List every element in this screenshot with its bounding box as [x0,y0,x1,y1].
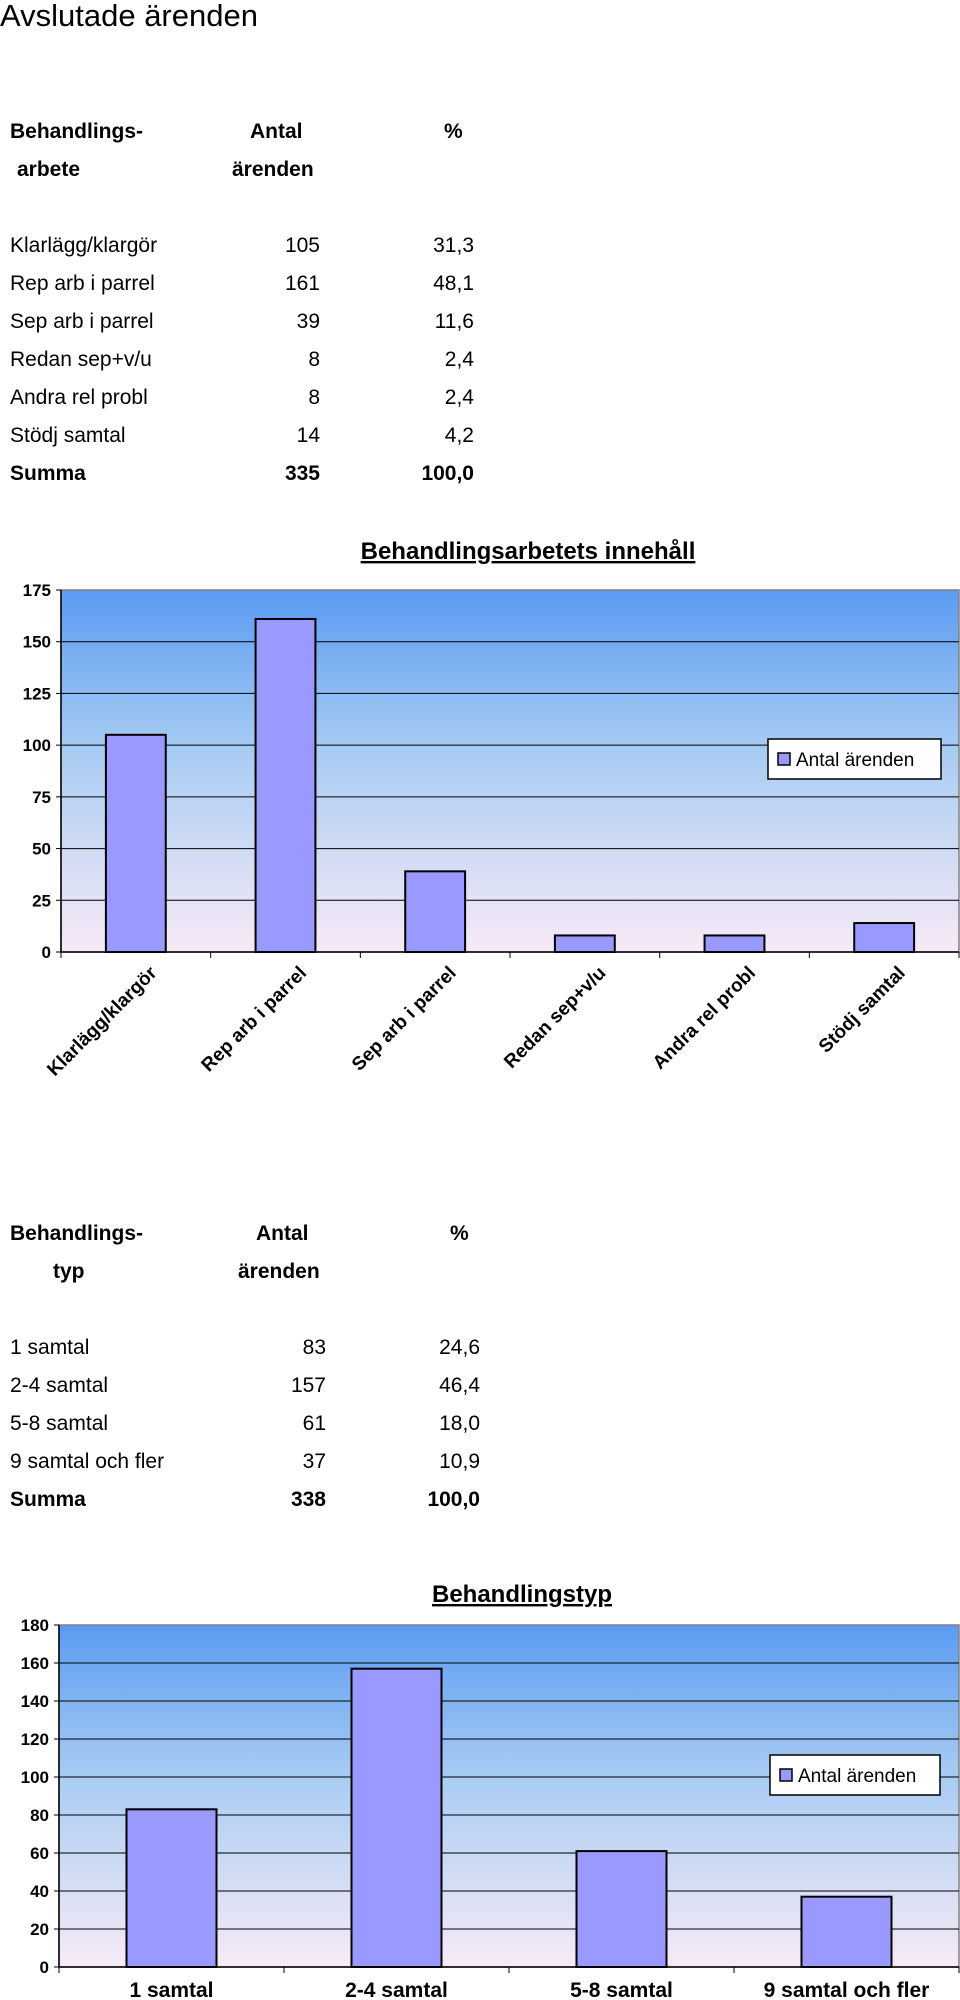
row-pct: 48,1 [433,272,474,295]
header-col2-line1: Antal [256,1222,309,1245]
y-tick-label: 0 [40,1958,49,1977]
row-pct: 2,4 [444,348,474,371]
row-pct: 24,6 [439,1336,480,1359]
header-col2-line2: ärenden [232,158,314,181]
page-title: Avslutade ärenden [0,0,258,33]
x-tick-label: Klarlägg/klargör [43,962,161,1080]
total-label: Summa [10,1488,86,1511]
row-count: 14 [296,424,320,447]
y-tick-label: 100 [23,736,51,755]
table-behandlingstyp: Behandlings- Antal % typ ärenden 1 samta… [10,1140,480,1520]
row-count: 8 [308,348,320,371]
table-behandlingsarbete: Behandlings- Antal % arbete ärenden Klar… [10,0,474,485]
row-label: Andra rel probl [10,386,148,409]
y-tick-label: 50 [32,840,51,859]
y-tick-label: 160 [21,1654,49,1673]
total-label: Summa [10,462,86,485]
row-pct: 4,2 [444,424,474,447]
row-label: Klarlägg/klargör [10,234,158,257]
row-pct: 46,4 [439,1374,480,1397]
row-pct: 10,9 [439,1450,480,1473]
header-col2-line2: ärenden [238,1260,320,1283]
row-count: 83 [302,1336,326,1359]
row-count: 37 [302,1450,326,1473]
row-label: Redan sep+v/u [10,348,152,371]
chart-title: Behandlingsarbetets innehåll [361,538,696,565]
bar-chart-behandlingsarbetets-innehall: Behandlingsarbetets innehåll 0 25 50 75 100 12… [23,538,960,1081]
x-tick-label: Rep arb i parrel [198,963,311,1076]
header-col3: % [444,120,463,143]
header-col1-line1: Behandlings- [10,1222,144,1245]
bar [800,1895,893,1969]
x-tick-label: 5-8 samtal [570,1979,673,2000]
chart-title: Behandlingstyp [432,1581,612,1608]
total-count: 338 [290,1488,326,1511]
row-count: 39 [296,310,320,333]
bar [553,934,616,953]
row-pct: 31,3 [433,234,474,257]
bar [703,934,766,953]
row-count: 105 [284,234,320,257]
row-count: 157 [290,1374,326,1397]
total-pct: 100,0 [427,1488,480,1511]
header-col3: % [450,1222,469,1245]
row-label: 9 samtal och fler [10,1450,165,1473]
y-tick-label: 180 [21,1616,49,1635]
row-count: 8 [308,386,320,409]
row-label: Stödj samtal [10,424,126,447]
y-tick-label: 25 [32,891,51,910]
x-tick-label: 2-4 samtal [345,1979,448,2000]
y-tick-label: 175 [23,581,51,600]
legend-label: Antal ärenden [796,750,914,771]
bar [125,1808,218,1968]
y-tick-label: 20 [30,1920,49,1939]
legend: Antal ärenden [769,1754,941,1796]
x-tick-label: 9 samtal och fler [764,1979,930,2000]
x-tick-label: Redan sep+v/u [500,963,610,1073]
header-col1-line1: Behandlings- [10,120,144,143]
y-tick-label: 75 [32,788,51,807]
row-label: Rep arb i parrel [10,272,155,295]
bar [254,617,317,954]
header-col2-line1: Antal [250,120,303,143]
header-col1-line2: typ [53,1260,85,1283]
row-count: 161 [284,272,320,295]
x-tick-label: Andra rel probl [649,963,760,1074]
legend-box [767,738,942,780]
y-tick-label: 125 [23,684,51,703]
bar [104,733,167,953]
row-label: 1 samtal [10,1336,90,1359]
bar [853,922,916,954]
total-count: 335 [284,462,320,485]
total-pct: 100,0 [421,462,474,485]
row-count: 61 [302,1412,326,1435]
y-tick-label: 40 [30,1882,49,1901]
bar-chart-behandlingstyp: Behandlingstyp 0 20 40 60 80 100 120 140 160 180 1 … [21,1581,960,2000]
y-tick-label: 120 [21,1730,49,1749]
x-tick-label: Sep arb i parrel [348,963,461,1076]
y-tick-label: 100 [21,1768,49,1787]
bar [404,870,467,953]
y-tick-label: 0 [42,943,51,962]
row-pct: 11,6 [434,310,474,333]
y-tick-label: 60 [30,1844,49,1863]
row-label: 2-4 samtal [10,1374,109,1397]
legend-swatch [779,1768,793,1782]
row-label: 5-8 samtal [10,1412,109,1435]
row-pct: 2,4 [444,386,474,409]
y-tick-label: 140 [21,1692,49,1711]
y-tick-label: 150 [23,633,51,652]
legend: Antal ärenden [767,738,942,780]
bar [350,1667,443,1968]
x-tick-label: Stödj samtal [815,963,910,1058]
bar [575,1850,668,1969]
row-pct: 18,0 [439,1412,480,1435]
row-label: Sep arb i parrel [10,310,154,333]
legend-swatch [777,752,791,766]
legend-box [769,1754,941,1796]
header-col1-line2: arbete [17,158,81,181]
legend-label: Antal ärenden [798,1766,916,1787]
x-tick-label: 1 samtal [129,1979,213,2000]
y-tick-label: 80 [30,1806,49,1825]
